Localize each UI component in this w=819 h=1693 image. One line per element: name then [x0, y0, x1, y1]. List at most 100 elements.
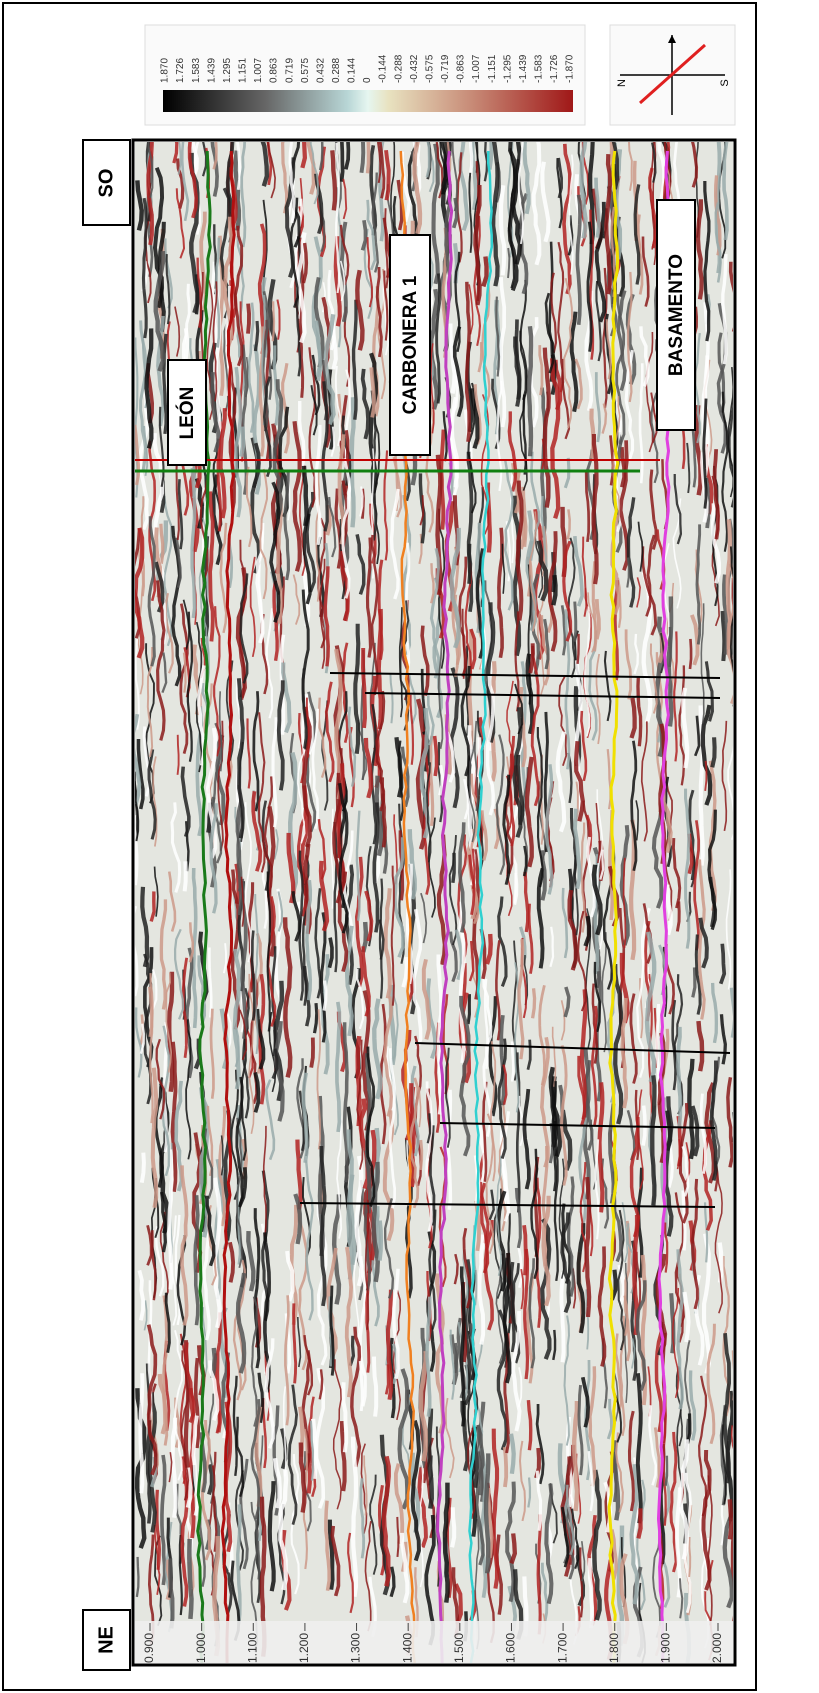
reflector [304, 466, 307, 526]
colorbar-label: -1.583 [533, 54, 544, 83]
reflector [508, 248, 509, 278]
tick-label: 1.800 [607, 1633, 621, 1663]
reflector [178, 735, 179, 775]
reflector [670, 627, 671, 667]
reflector [561, 1272, 563, 1362]
reflector [678, 1027, 680, 1127]
horizon-label: LEÓN [176, 387, 198, 440]
compass-label: S [719, 79, 731, 86]
reflector [453, 853, 454, 883]
horizon-label: CARBONERA 1 [400, 275, 421, 414]
reflector [352, 397, 354, 527]
reflector [429, 1409, 432, 1509]
reflector [363, 648, 365, 728]
reflector [590, 1558, 592, 1628]
reflector [380, 1221, 381, 1261]
reflector [529, 326, 531, 456]
reflector [533, 988, 535, 1018]
reflector [445, 1483, 448, 1603]
tick-label: 1.300 [349, 1633, 363, 1663]
figure: NE SO LEÓN CARBONERA 1 BASAMENTO N S 0.9… [0, 0, 819, 1693]
reflector [643, 1106, 645, 1146]
axis-background [135, 1621, 733, 1663]
reflector [421, 1140, 422, 1170]
colorbar-label: -1.295 [502, 54, 513, 83]
colorbar-label: -1.007 [471, 54, 482, 83]
tick-label: 1.000 [194, 1633, 208, 1663]
reflector [332, 150, 335, 210]
colorbar-label: 0.144 [347, 58, 358, 83]
colorbar-label: 0.863 [269, 58, 280, 83]
colorbar-label: 0 [362, 77, 373, 83]
tick-label: 1.400 [400, 1633, 414, 1663]
tick-label: 1.100 [245, 1633, 259, 1663]
reflector [512, 1041, 513, 1081]
figure-svg: NE SO LEÓN CARBONERA 1 BASAMENTO N S 0.9… [0, 0, 819, 1693]
reflector [652, 1075, 654, 1205]
colorbar-label: -1.870 [565, 54, 576, 83]
tick-label: 1.500 [452, 1633, 466, 1663]
reflector [311, 1038, 313, 1068]
reflector [578, 634, 579, 664]
reflector [360, 1361, 362, 1411]
reflector [622, 447, 625, 487]
reflector [728, 519, 730, 649]
reflector [490, 129, 492, 169]
reflector [468, 994, 469, 1024]
colorbar-label: -1.726 [549, 54, 560, 83]
colorbar-label: 0.288 [331, 58, 342, 83]
reflector [241, 427, 243, 457]
reflector [435, 736, 437, 776]
reflector [690, 639, 691, 669]
reflector [486, 1453, 488, 1573]
colorbar-label: -0.144 [378, 54, 389, 83]
reflector [248, 304, 249, 334]
colorbar-label: -0.863 [456, 54, 467, 83]
reflector [397, 1517, 398, 1557]
colorbar-label: 1.007 [253, 58, 264, 83]
colorbar-label: -0.719 [440, 54, 451, 83]
horizon-label: BASAMENTO [666, 254, 687, 376]
tick-label: 0.900 [142, 1633, 156, 1663]
compass-label: N [616, 79, 628, 87]
reflector [189, 1539, 191, 1619]
colorbar-label: -0.575 [424, 54, 435, 83]
colorbar-label: 1.295 [222, 58, 233, 83]
tick-label: 1.600 [504, 1633, 518, 1663]
seismic-section [132, 3, 737, 1663]
colorbar-label: 0.719 [284, 58, 295, 83]
reflector [689, 1537, 690, 1577]
reflector [455, 1343, 457, 1373]
reflector [553, 575, 555, 605]
reflector [371, 367, 374, 417]
reflector [515, 873, 516, 903]
right-label: SO [95, 169, 117, 198]
colorbar-label: 0.432 [315, 58, 326, 83]
reflector [712, 737, 714, 767]
reflector [677, 901, 679, 931]
colorbar [163, 90, 573, 112]
colorbar-label: 1.151 [238, 58, 249, 83]
reflector [575, 602, 576, 642]
colorbar-label: 1.870 [160, 58, 171, 83]
colorbar-label: -0.432 [409, 54, 420, 83]
reflector [730, 1499, 731, 1539]
reflector [142, 1153, 144, 1183]
colorbar-label: 1.583 [191, 58, 202, 83]
colorbar-label: -0.288 [393, 54, 404, 83]
tick-label: 1.700 [555, 1633, 569, 1663]
reflector [638, 1508, 640, 1538]
reflector [452, 1507, 454, 1547]
reflector [469, 544, 470, 584]
reflector [161, 524, 163, 564]
left-label: NE [95, 1626, 117, 1654]
colorbar-label: 0.575 [300, 58, 311, 83]
reflector [185, 861, 186, 891]
reflector [505, 1447, 506, 1487]
colorbar-label: 1.439 [206, 58, 217, 83]
tick-label: 1.900 [659, 1633, 673, 1663]
colorbar-label: -1.439 [518, 54, 529, 83]
tick-label: 1.200 [297, 1633, 311, 1663]
reflector [140, 1373, 142, 1493]
colorbar-label: -1.151 [487, 54, 498, 83]
